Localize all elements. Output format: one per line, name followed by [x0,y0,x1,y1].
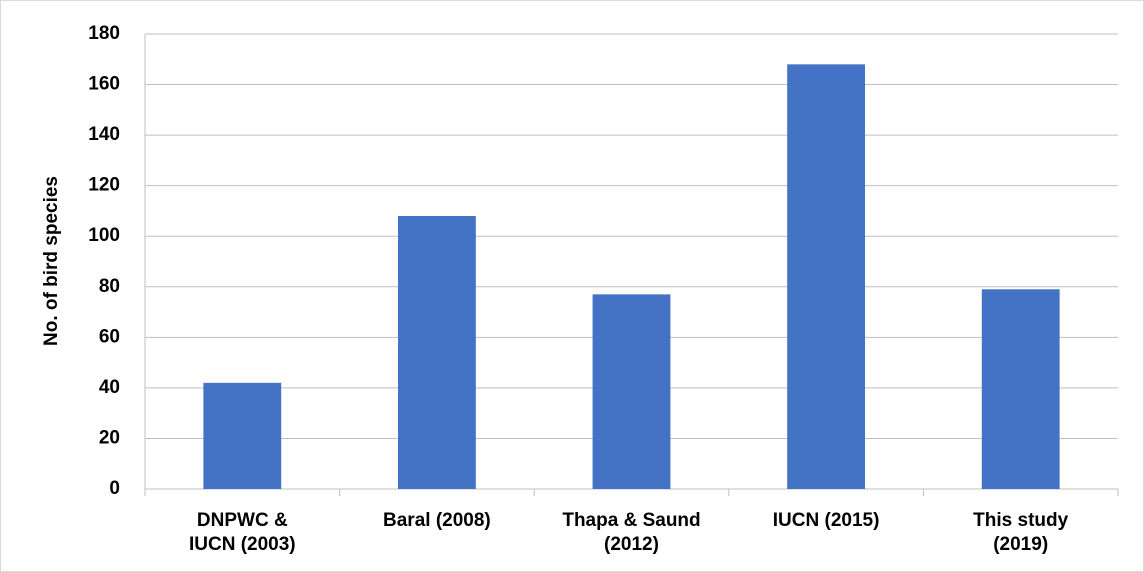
x-tick-label: Baral (2008) [383,510,491,531]
y-tick-label: 160 [88,74,120,95]
y-tick-label: 120 [88,175,120,196]
y-tick-label: 40 [99,377,120,398]
y-tick-label: 80 [99,276,120,297]
x-tick-label: This study (2019) [973,510,1069,555]
y-tick-label: 180 [88,23,120,44]
x-tick-label: Thapa & Saund (2012) [562,510,701,555]
bar [981,289,1060,489]
x-tick-label: IUCN (2015) [772,510,880,531]
y-tick-label: 20 [99,427,120,448]
x-tick-label: DNPWC & IUCN (2003) [188,510,296,555]
bar [592,294,671,489]
bar [787,64,866,489]
y-tick-label: 140 [88,124,120,145]
y-tick-label: 60 [99,326,120,347]
bar [203,382,282,489]
bar [397,216,476,489]
y-tick-label: 100 [88,225,120,246]
y-axis-label: No. of bird species [41,176,62,346]
y-tick-label: 0 [109,478,120,499]
